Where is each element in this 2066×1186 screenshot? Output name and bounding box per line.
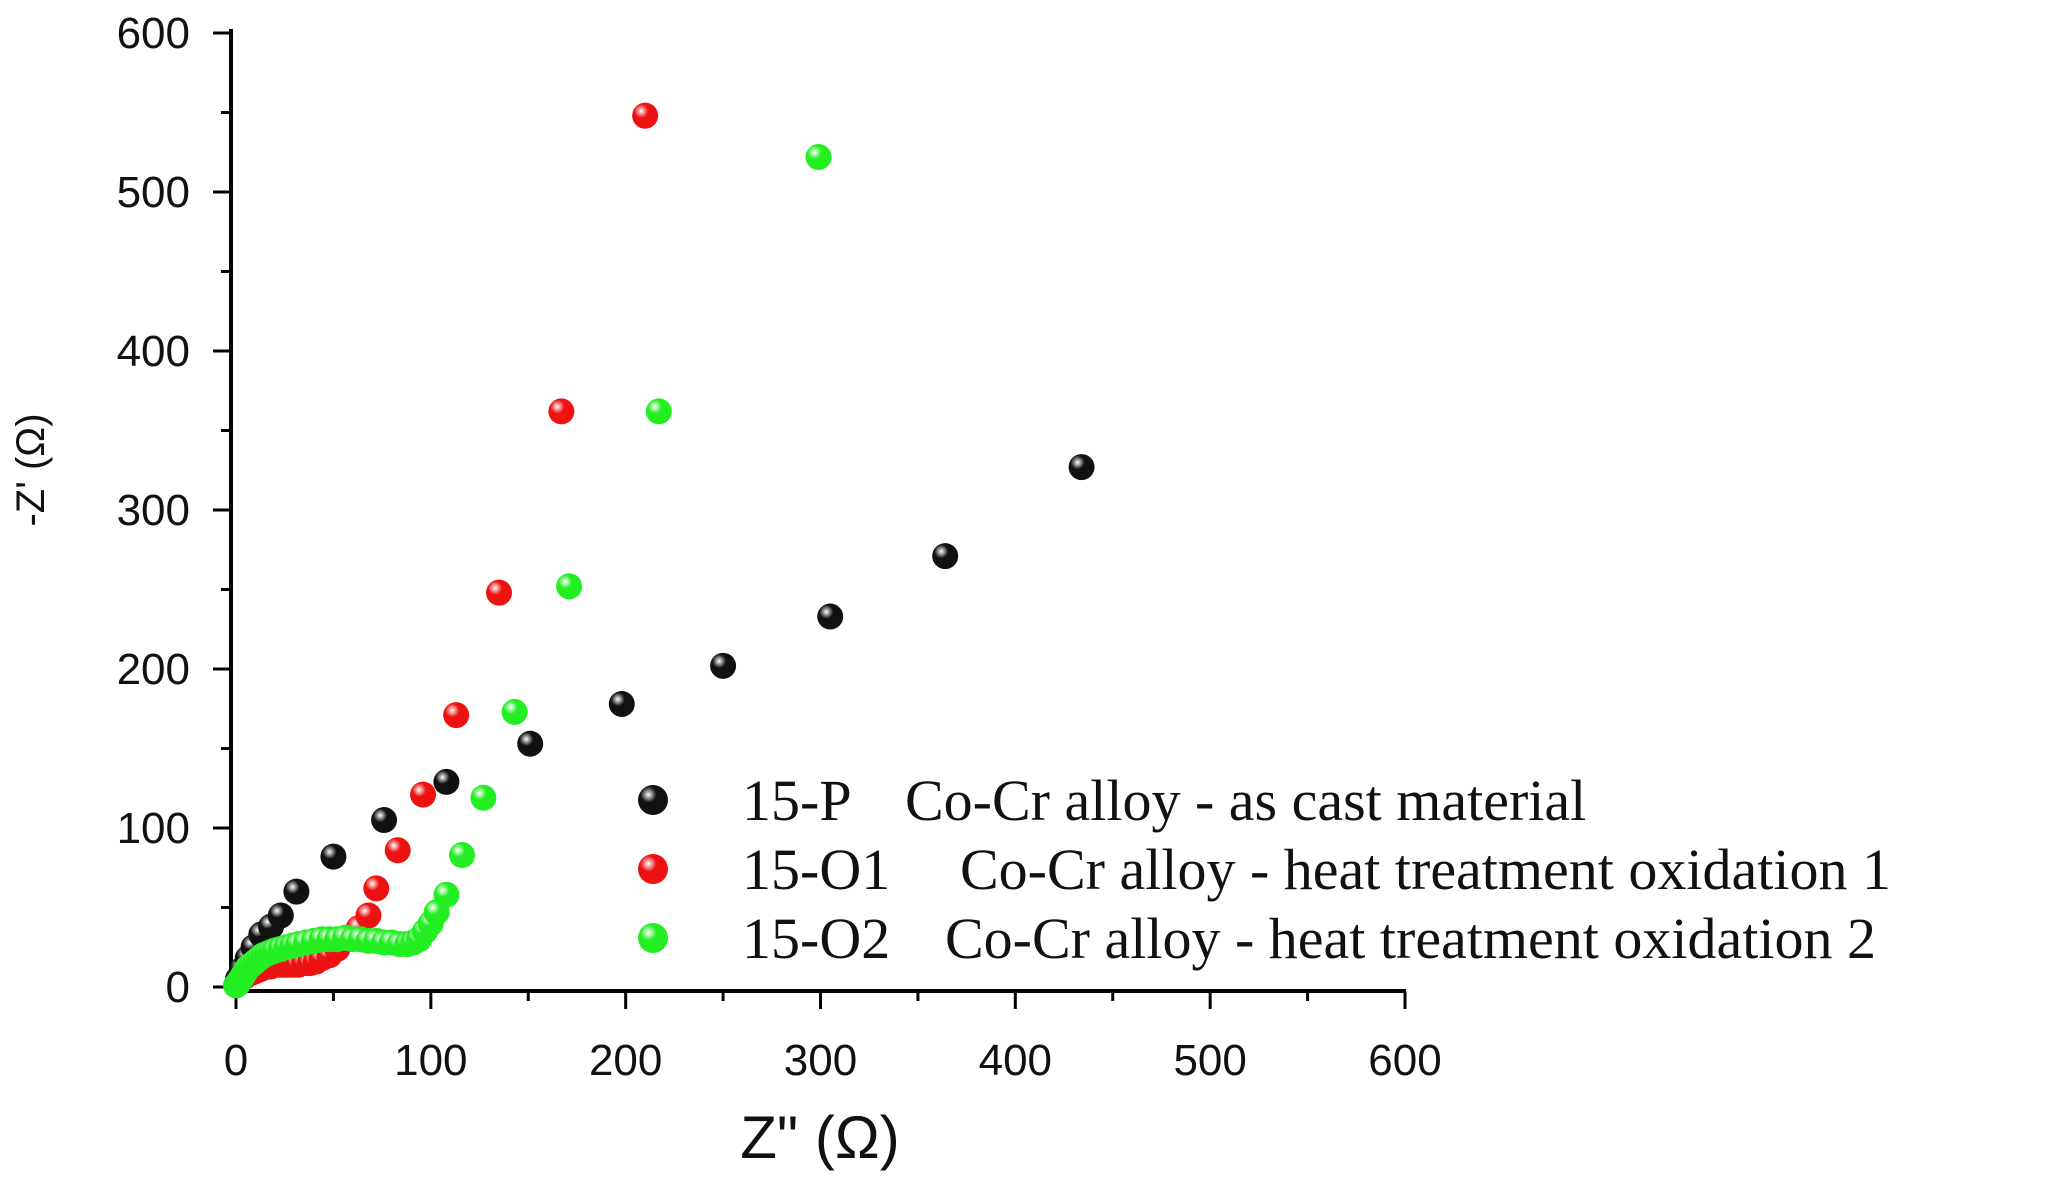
x-axis-label: Z" (Ω) — [740, 1104, 899, 1171]
data-point — [932, 543, 959, 570]
data-points — [223, 102, 1095, 999]
data-point — [363, 875, 390, 902]
data-point — [449, 842, 476, 869]
data-point — [320, 843, 347, 870]
x-tick-label: 0 — [224, 1036, 248, 1085]
ticks: 0 100 200 300 400 500 600 0 100 200 300 400 500 600 — [117, 9, 1442, 1085]
y-tick-label: 500 — [117, 168, 190, 217]
data-point — [486, 579, 513, 606]
data-point — [433, 881, 460, 908]
legend-series-code: 15-P — [742, 768, 852, 833]
y-tick-label: 300 — [117, 486, 190, 535]
y-tick-label: 200 — [117, 645, 190, 694]
data-point — [443, 702, 470, 729]
data-point — [548, 398, 575, 425]
legend-series-description: Co-Cr alloy - heat treatment oxidation 1 — [960, 837, 1891, 902]
x-tick-label: 500 — [1173, 1036, 1246, 1085]
data-point — [710, 652, 737, 679]
y-tick-label: 100 — [117, 804, 190, 853]
data-point — [817, 603, 844, 630]
legend-series-description: Co-Cr alloy - heat treatment oxidation 2 — [945, 906, 1876, 971]
data-point — [470, 784, 497, 811]
data-point — [517, 730, 544, 757]
legend-marker — [638, 785, 668, 815]
data-point — [267, 902, 294, 929]
data-point — [1068, 454, 1095, 481]
data-point — [645, 398, 672, 425]
data-point — [355, 902, 382, 929]
data-point — [501, 698, 528, 725]
data-point — [608, 690, 635, 717]
legend-marker — [638, 854, 668, 884]
x-tick-label: 400 — [979, 1036, 1052, 1085]
x-tick-label: 200 — [589, 1036, 662, 1085]
legend-series-code: 15-O1 — [742, 837, 890, 902]
series-15-O2 — [223, 144, 832, 999]
data-point — [805, 144, 832, 171]
y-tick-label: 0 — [166, 963, 190, 1012]
legend-marker — [638, 923, 668, 953]
data-point — [556, 573, 583, 600]
data-point — [283, 878, 310, 905]
data-point — [433, 768, 460, 795]
y-tick-label: 600 — [117, 9, 190, 58]
y-tick-label: 400 — [117, 327, 190, 376]
data-point — [384, 837, 411, 864]
legend-series-description: Co-Cr alloy - as cast material — [905, 768, 1586, 833]
data-point — [632, 102, 659, 129]
series-15-O1 — [224, 102, 659, 997]
y-axis-label: -Z' (Ω) — [9, 413, 53, 526]
x-tick-label: 300 — [784, 1036, 857, 1085]
data-point — [410, 781, 437, 808]
data-point — [371, 807, 398, 834]
legend-series-code: 15-O2 — [742, 906, 890, 971]
x-tick-label: 600 — [1368, 1036, 1441, 1085]
x-tick-label: 100 — [394, 1036, 467, 1085]
